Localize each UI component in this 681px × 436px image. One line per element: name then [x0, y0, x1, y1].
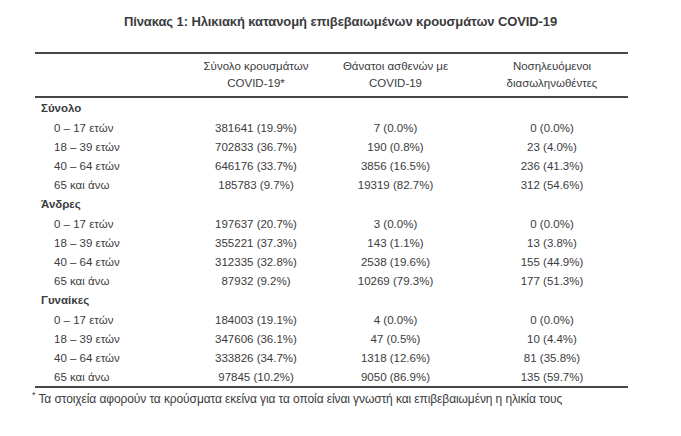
- deaths-value: 9050 (86.9%): [315, 371, 476, 383]
- intubated-value: 0 (0.0%): [476, 218, 628, 230]
- table-row: 40 – 64 ετών312335 (32.8%)2538 (19.6%)15…: [35, 252, 628, 271]
- footnote-marker: *: [32, 390, 35, 400]
- table-row: 40 – 64 ετών333826 (34.7%)1318 (12.6%)81…: [35, 348, 628, 367]
- deaths-value: 47 (0.5%): [315, 333, 476, 345]
- cases-value: 381641 (19.9%): [197, 122, 315, 134]
- deaths-value: 7 (0.0%): [315, 122, 476, 134]
- deaths-value: 3856 (16.5%): [315, 160, 476, 172]
- age-label: 18 – 39 ετών: [35, 237, 197, 249]
- data-table: Σύνολο κρουσμάτων COVID-19* Θάνατοι ασθε…: [35, 52, 628, 388]
- cases-value: 702833 (36.7%): [197, 141, 315, 153]
- cases-value: 185783 (9.7%): [197, 179, 315, 191]
- cases-value: 646176 (33.7%): [197, 160, 315, 172]
- deaths-value: 19319 (82.7%): [315, 179, 476, 191]
- age-label: 18 – 39 ετών: [35, 141, 197, 153]
- col-header-deaths-line2: COVID-19: [315, 75, 476, 92]
- table-row: 18 – 39 ετών355221 (37.3%)143 (1.1%)13 (…: [35, 233, 628, 252]
- age-label: 40 – 64 ετών: [35, 160, 197, 172]
- age-label: 40 – 64 ετών: [35, 256, 197, 268]
- intubated-value: 177 (51.3%): [476, 275, 628, 287]
- table-header-row: Σύνολο κρουσμάτων COVID-19* Θάνατοι ασθε…: [35, 54, 628, 96]
- deaths-value: 1318 (12.6%): [315, 352, 476, 364]
- table-row: 0 – 17 ετών197637 (20.7%)3 (0.0%)0 (0.0%…: [35, 214, 628, 233]
- table-row: 65 και άνω185783 (9.7%)19319 (82.7%)312 …: [35, 175, 628, 194]
- age-label: 18 – 39 ετών: [35, 333, 197, 345]
- table-row: 40 – 64 ετών646176 (33.7%)3856 (16.5%)23…: [35, 156, 628, 175]
- col-header-cases-line1: Σύνολο κρουσμάτων: [197, 58, 315, 75]
- col-header-intubated-line1: Νοσηλευόμενοι: [476, 58, 628, 75]
- col-header-cases-line2: COVID-19*: [197, 75, 315, 92]
- cases-value: 355221 (37.3%): [197, 237, 315, 249]
- intubated-value: 81 (35.8%): [476, 352, 628, 364]
- col-header-cases: Σύνολο κρουσμάτων COVID-19*: [197, 58, 315, 92]
- age-label: 65 και άνω: [35, 179, 197, 191]
- intubated-value: 0 (0.0%): [476, 122, 628, 134]
- cases-value: 312335 (32.8%): [197, 256, 315, 268]
- deaths-value: 4 (0.0%): [315, 314, 476, 326]
- table-row: 0 – 17 ετών381641 (19.9%)7 (0.0%)0 (0.0%…: [35, 118, 628, 137]
- section-header: Σύνολο: [35, 98, 628, 118]
- deaths-value: 10269 (79.3%): [315, 275, 476, 287]
- table-row: 18 – 39 ετών347606 (36.1%)47 (0.5%)10 (4…: [35, 329, 628, 348]
- table-body: Σύνολο0 – 17 ετών381641 (19.9%)7 (0.0%)0…: [35, 98, 628, 386]
- col-header-intubated-line2: διασωληνωθέντες: [476, 75, 628, 92]
- cases-value: 184003 (19.1%): [197, 314, 315, 326]
- intubated-value: 236 (41.3%): [476, 160, 628, 172]
- col-header-intubated: Νοσηλευόμενοι διασωληνωθέντες: [476, 58, 628, 92]
- table-row: 65 και άνω87932 (9.2%)10269 (79.3%)177 (…: [35, 271, 628, 290]
- deaths-value: 3 (0.0%): [315, 218, 476, 230]
- age-label: 0 – 17 ετών: [35, 122, 197, 134]
- col-header-deaths: Θάνατοι ασθενών με COVID-19: [315, 58, 476, 92]
- intubated-value: 0 (0.0%): [476, 314, 628, 326]
- intubated-value: 155 (44.9%): [476, 256, 628, 268]
- section-header: Γυναίκες: [35, 290, 628, 310]
- age-label: 65 και άνω: [35, 275, 197, 287]
- footnote: *Τα στοιχεία αφορούν τα κρούσματα εκείνα…: [32, 390, 677, 406]
- table-row: 0 – 17 ετών184003 (19.1%)4 (0.0%)0 (0.0%…: [35, 310, 628, 329]
- age-label: 40 – 64 ετών: [35, 352, 197, 364]
- intubated-value: 10 (4.4%): [476, 333, 628, 345]
- table-row: 18 – 39 ετών702833 (36.7%)190 (0.8%)23 (…: [35, 137, 628, 156]
- report-page: Πίνακας 1: Ηλικιακή κατανομή επιβεβαιωμέ…: [0, 0, 681, 436]
- col-header-deaths-line1: Θάνατοι ασθενών με: [315, 58, 476, 75]
- cases-value: 97845 (10.2%): [197, 371, 315, 383]
- cases-value: 333826 (34.7%): [197, 352, 315, 364]
- intubated-value: 13 (3.8%): [476, 237, 628, 249]
- table-title: Πίνακας 1: Ηλικιακή κατανομή επιβεβαιωμέ…: [0, 14, 681, 29]
- footnote-text: Τα στοιχεία αφορούν τα κρούσματα εκείνα …: [38, 392, 562, 406]
- intubated-value: 312 (54.6%): [476, 179, 628, 191]
- cases-value: 197637 (20.7%): [197, 218, 315, 230]
- deaths-value: 143 (1.1%): [315, 237, 476, 249]
- section-header: Άνδρες: [35, 194, 628, 214]
- deaths-value: 2538 (19.6%): [315, 256, 476, 268]
- age-label: 0 – 17 ετών: [35, 218, 197, 230]
- age-label: 0 – 17 ετών: [35, 314, 197, 326]
- intubated-value: 135 (59.7%): [476, 371, 628, 383]
- bottom-rule: [35, 386, 628, 388]
- cases-value: 87932 (9.2%): [197, 275, 315, 287]
- intubated-value: 23 (4.0%): [476, 141, 628, 153]
- cases-value: 347606 (36.1%): [197, 333, 315, 345]
- table-row: 65 και άνω97845 (10.2%)9050 (86.9%)135 (…: [35, 367, 628, 386]
- age-label: 65 και άνω: [35, 371, 197, 383]
- deaths-value: 190 (0.8%): [315, 141, 476, 153]
